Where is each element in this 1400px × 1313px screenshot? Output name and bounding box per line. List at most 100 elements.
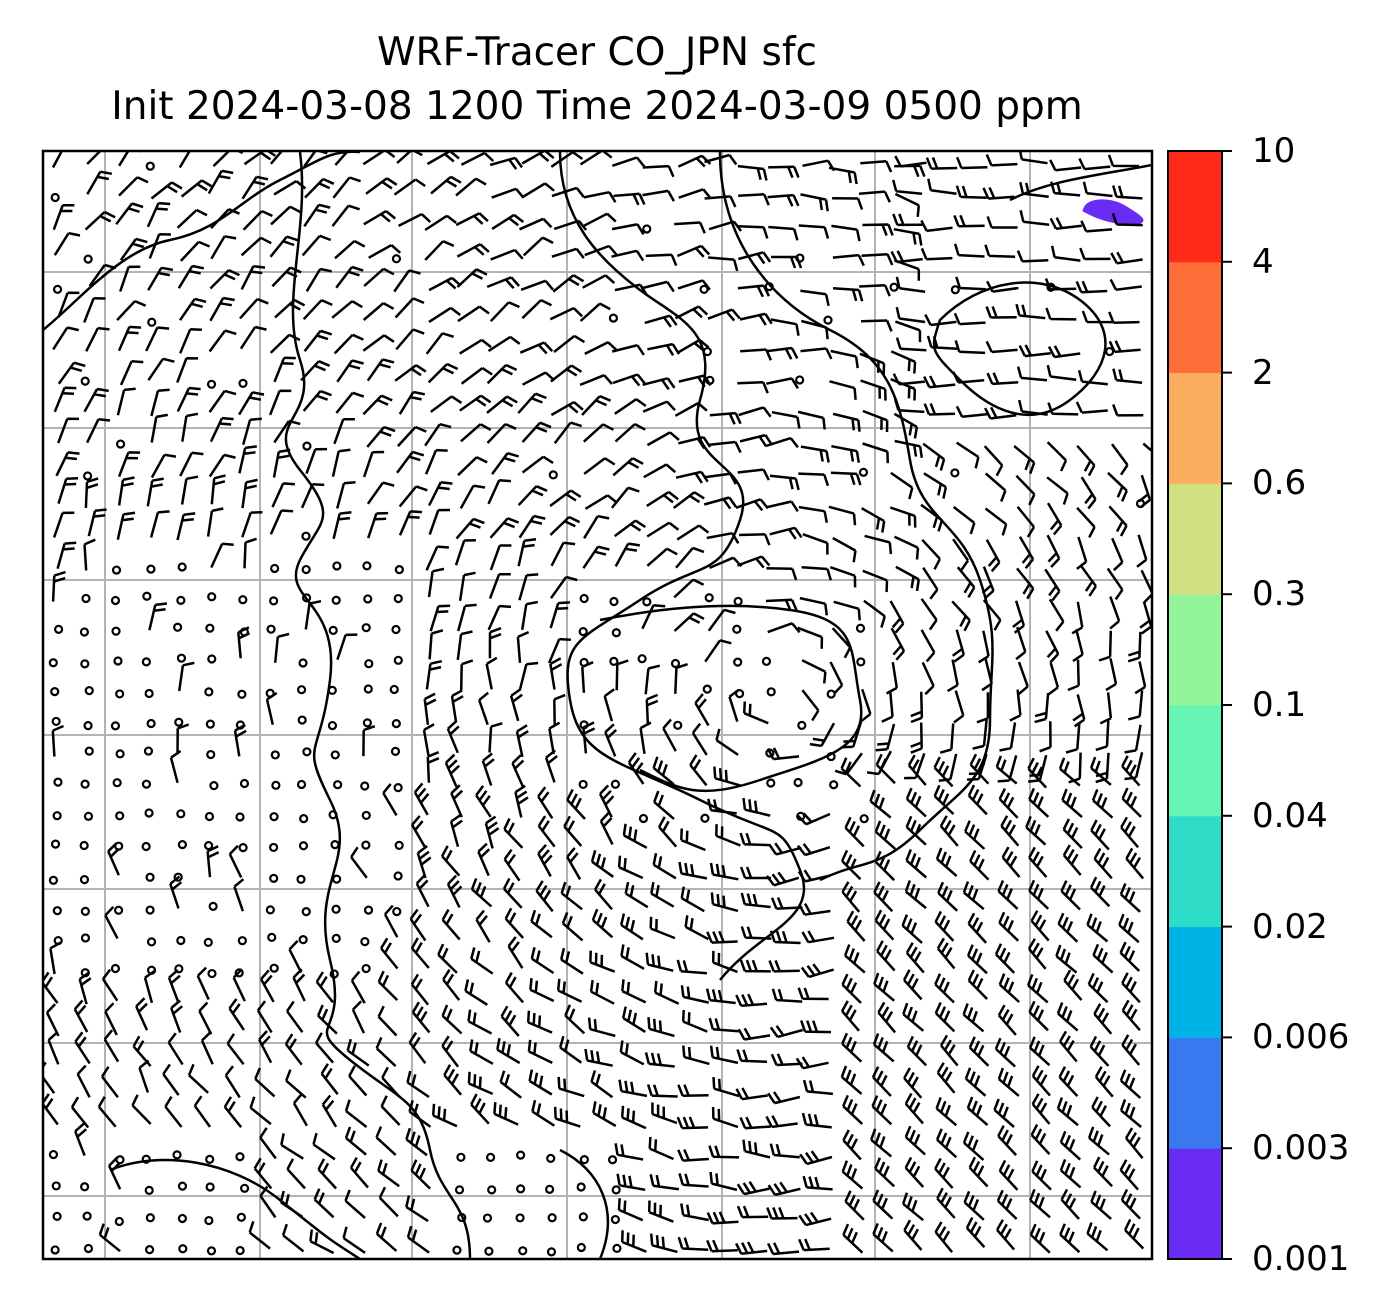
wind-barb bbox=[517, 485, 548, 507]
wind-barb bbox=[904, 1125, 926, 1156]
wind-barb bbox=[566, 788, 586, 820]
wind-barb bbox=[135, 997, 149, 1031]
wind-barb bbox=[413, 782, 430, 816]
wind-barb bbox=[304, 599, 322, 630]
wind-barb bbox=[994, 1037, 1016, 1068]
calm-wind-circle bbox=[332, 874, 342, 884]
wind-barb bbox=[955, 276, 986, 291]
wind-barb bbox=[292, 1093, 308, 1127]
calm-wind-circle bbox=[950, 285, 960, 295]
wind-barb bbox=[905, 815, 927, 846]
calm-wind-circle bbox=[52, 1211, 62, 1221]
wind-barb bbox=[1127, 631, 1142, 663]
wind-barb bbox=[583, 457, 616, 475]
wind-barb bbox=[769, 474, 800, 491]
coastline-south-island bbox=[559, 1148, 610, 1259]
wind-barb bbox=[689, 754, 708, 787]
wind-barb bbox=[582, 274, 616, 289]
wind-barb bbox=[548, 721, 561, 755]
wind-barb bbox=[704, 639, 732, 663]
wind-barb bbox=[281, 1223, 305, 1253]
wind-barb bbox=[521, 298, 553, 320]
wind-barb bbox=[178, 297, 207, 321]
wind-barb bbox=[999, 722, 1017, 752]
wind-barb bbox=[1046, 502, 1063, 536]
wind-barb bbox=[458, 571, 476, 601]
wind-barb bbox=[587, 1017, 616, 1038]
calm-wind-circle bbox=[84, 746, 94, 756]
wind-barb bbox=[647, 1200, 674, 1223]
calm-wind-circle bbox=[579, 1155, 589, 1165]
calm-wind-circle bbox=[328, 625, 338, 635]
wind-barb bbox=[828, 166, 858, 185]
wind-barb bbox=[248, 1221, 271, 1250]
wind-barb bbox=[315, 971, 334, 1004]
wind-barb bbox=[612, 457, 644, 477]
colorbar-segment bbox=[1168, 1037, 1222, 1149]
wind-barb bbox=[1121, 787, 1142, 818]
wind-barb bbox=[271, 266, 302, 288]
wind-barb bbox=[800, 289, 830, 307]
calm-wind-circle bbox=[48, 1149, 59, 1160]
wind-barb bbox=[677, 1148, 709, 1162]
wind-barb bbox=[893, 412, 919, 439]
wind-barb bbox=[87, 508, 107, 537]
wind-barb bbox=[1029, 1036, 1051, 1067]
colorbar-segment bbox=[1168, 372, 1222, 484]
calm-wind-circle bbox=[269, 873, 279, 883]
wind-barb bbox=[1056, 1097, 1079, 1127]
wind-barb bbox=[550, 401, 584, 417]
wind-barb bbox=[1015, 474, 1036, 506]
wind-barb bbox=[302, 299, 333, 321]
wind-barb bbox=[895, 276, 926, 294]
wind-barb bbox=[768, 959, 800, 973]
wind-barb bbox=[496, 1037, 521, 1065]
wind-barb bbox=[1076, 444, 1096, 477]
wind-barb bbox=[57, 361, 86, 385]
wind-barb bbox=[147, 357, 175, 381]
calm-wind-circle bbox=[207, 654, 217, 664]
wind-barb bbox=[107, 1156, 122, 1190]
wind-barb bbox=[1094, 1066, 1114, 1098]
wind-barb bbox=[179, 451, 204, 477]
calm-wind-circle bbox=[54, 624, 64, 634]
calm-wind-circle bbox=[394, 840, 404, 850]
wind-barb bbox=[1030, 1124, 1051, 1155]
wind-barb bbox=[846, 910, 866, 942]
wind-barb bbox=[1058, 757, 1081, 787]
wind-barb bbox=[739, 533, 771, 546]
wind-barb bbox=[968, 1036, 990, 1067]
wind-barb bbox=[117, 451, 141, 478]
calm-wind-circle bbox=[330, 750, 340, 760]
wind-barb bbox=[646, 1084, 678, 1098]
wind-barb bbox=[832, 536, 857, 563]
wind-barb bbox=[514, 784, 529, 818]
wind-barb bbox=[940, 1034, 959, 1067]
wind-barb bbox=[348, 1065, 368, 1097]
wind-barb bbox=[98, 1223, 121, 1253]
wind-barb bbox=[1029, 1188, 1051, 1219]
wind-barb bbox=[475, 909, 491, 943]
wind-barb bbox=[522, 182, 555, 199]
wind-barb bbox=[862, 409, 889, 433]
wind-barb bbox=[872, 1222, 894, 1253]
calm-wind-circle bbox=[206, 749, 216, 760]
wind-barb bbox=[518, 573, 539, 601]
wind-barb bbox=[1046, 534, 1061, 568]
wind-barb bbox=[1061, 788, 1083, 819]
wind-barb bbox=[535, 880, 554, 913]
wind-barb bbox=[242, 209, 273, 231]
wind-barb bbox=[619, 1040, 645, 1066]
wind-barb bbox=[362, 302, 395, 321]
wind-barb bbox=[611, 249, 645, 262]
wind-barb bbox=[802, 533, 829, 555]
wind-barb bbox=[611, 156, 646, 168]
wind-barb bbox=[798, 472, 830, 487]
wind-barb bbox=[703, 496, 738, 510]
wind-barb bbox=[241, 417, 262, 446]
calm-wind-circle bbox=[393, 871, 403, 881]
wind-barb bbox=[176, 208, 208, 229]
wind-barb bbox=[737, 381, 769, 394]
wind-barb bbox=[312, 1132, 336, 1161]
wind-barb bbox=[1047, 345, 1081, 359]
